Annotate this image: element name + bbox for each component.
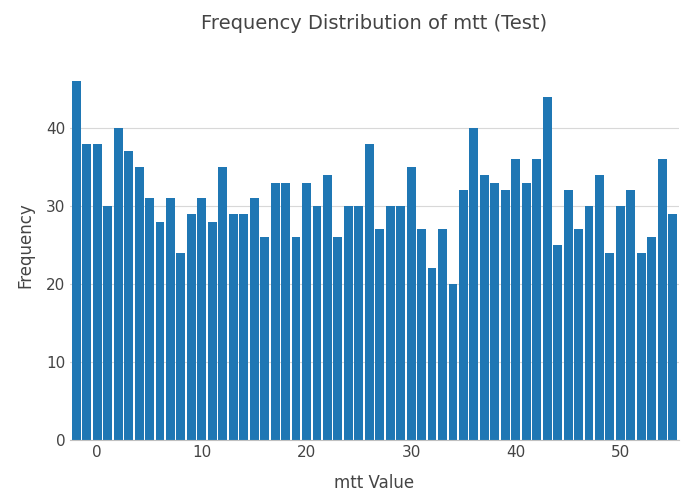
Bar: [511, 159, 520, 440]
Bar: [626, 190, 636, 440]
Bar: [323, 175, 332, 440]
Bar: [103, 206, 112, 440]
Bar: [375, 230, 384, 440]
Bar: [428, 268, 437, 440]
Bar: [449, 284, 457, 440]
Bar: [606, 253, 615, 440]
Bar: [281, 182, 290, 440]
Bar: [417, 230, 426, 440]
Bar: [83, 144, 91, 440]
Bar: [155, 222, 164, 440]
Bar: [553, 245, 562, 440]
Bar: [344, 206, 353, 440]
Bar: [176, 253, 186, 440]
Bar: [187, 214, 196, 440]
Bar: [542, 97, 552, 440]
Bar: [260, 237, 269, 440]
Bar: [145, 198, 154, 440]
Bar: [229, 214, 238, 440]
Bar: [564, 190, 573, 440]
Title: Frequency Distribution of mtt (Test): Frequency Distribution of mtt (Test): [202, 14, 547, 33]
Bar: [574, 230, 583, 440]
Bar: [271, 182, 279, 440]
X-axis label: mtt Value: mtt Value: [335, 474, 414, 492]
Bar: [616, 206, 625, 440]
Bar: [584, 206, 594, 440]
Y-axis label: Frequency: Frequency: [17, 202, 35, 288]
Bar: [93, 144, 102, 440]
Bar: [386, 206, 395, 440]
Bar: [438, 230, 447, 440]
Bar: [218, 167, 228, 440]
Bar: [595, 175, 604, 440]
Bar: [208, 222, 217, 440]
Bar: [501, 190, 510, 440]
Bar: [354, 206, 363, 440]
Bar: [250, 198, 258, 440]
Bar: [166, 198, 175, 440]
Bar: [648, 237, 656, 440]
Bar: [396, 206, 405, 440]
Bar: [333, 237, 342, 440]
Bar: [459, 190, 468, 440]
Bar: [365, 144, 374, 440]
Bar: [470, 128, 478, 440]
Bar: [532, 159, 541, 440]
Bar: [134, 167, 144, 440]
Bar: [491, 182, 499, 440]
Bar: [197, 198, 206, 440]
Bar: [407, 167, 416, 440]
Bar: [302, 182, 311, 440]
Bar: [124, 152, 133, 440]
Bar: [312, 206, 321, 440]
Bar: [658, 159, 666, 440]
Bar: [113, 128, 122, 440]
Bar: [239, 214, 248, 440]
Bar: [292, 237, 300, 440]
Bar: [72, 81, 80, 440]
Bar: [522, 182, 531, 440]
Bar: [668, 214, 677, 440]
Bar: [480, 175, 489, 440]
Bar: [637, 253, 646, 440]
